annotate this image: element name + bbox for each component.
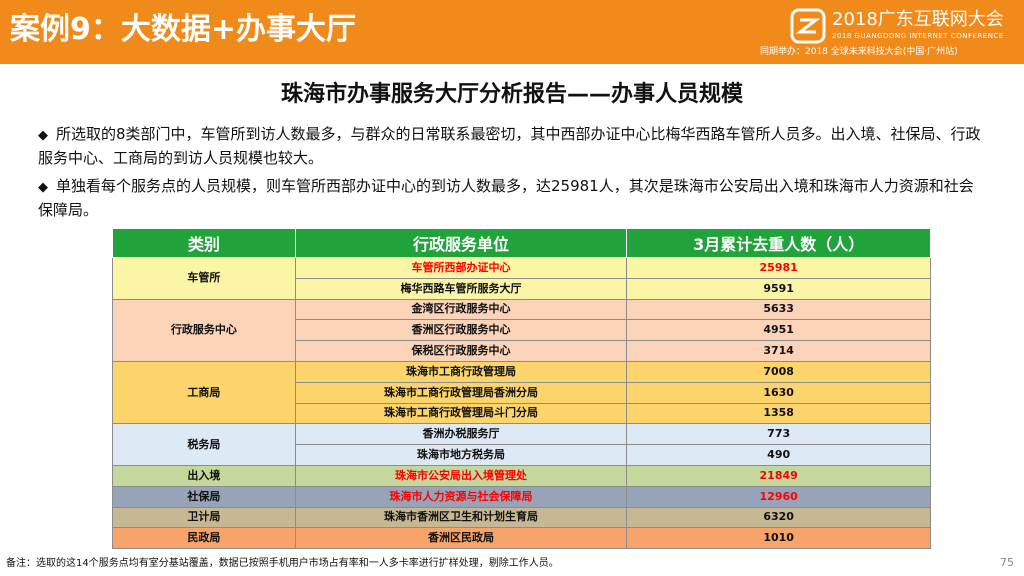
count-cell: 6320 [626, 506, 931, 529]
category-cell: 民政局 [112, 527, 296, 550]
unit-cell: 珠海市工商行政管理局香洲分局 [294, 381, 628, 404]
category-cell: 工商局 [112, 360, 296, 425]
unit-cell: 珠海市工商行政管理局斗门分局 [294, 402, 628, 425]
table-row: 卫计局 珠海市香洲区卫生和计划生育局 6320 [112, 506, 931, 529]
table-row: 税务局 香洲办税服务厅 773 [112, 423, 931, 466]
column-header-category: 类别 [112, 228, 296, 258]
count-cell: 12960 [626, 485, 931, 508]
unit-cell: 珠海市人力资源与社会保障局 [294, 485, 628, 508]
count-cell: 3714 [626, 340, 931, 362]
table-row: 珠海市工商行政管理局斗门分局 1358 [113, 402, 931, 425]
bullet-point: ◆ 单独看每个服务点的人员规模，则车管所西部办证中心的到访人数最多，达25981人… [38, 175, 988, 221]
table-row: 民政局 香洲区民政局 1010 [112, 527, 931, 550]
unit-cell: 香洲区民政局 [294, 527, 628, 550]
count-cell: 1358 [626, 402, 931, 425]
page-number: 75 [1000, 556, 1014, 569]
column-header-count: 3月累计去重人数（人） [626, 228, 931, 258]
count-cell: 9591 [626, 277, 931, 300]
count-cell: 25981 [626, 257, 931, 279]
table-row: 社保局 珠海市人力资源与社会保障局 12960 [112, 485, 931, 508]
visitor-table: 类别 行政服务单位 3月累计去重人数（人） 车管所 车管所西部办证中心 2598… [112, 228, 931, 550]
bullet-text: 所选取的8类部门中，车管所到访人数最多，与群众的日常联系最密切，其中西部办证中心… [38, 125, 981, 167]
logo-icon [790, 8, 826, 44]
count-cell: 1010 [626, 527, 931, 550]
table-row: 出入境 珠海市公安局出入境管理处 21849 [112, 464, 931, 487]
logo-text: 2018广东互联网大会 [832, 9, 1004, 30]
unit-cell: 金湾区行政服务中心 [294, 298, 628, 321]
header-bar: 案例9：大数据+办事大厅 2018广东互联网大会 2018 GUANGDONG … [0, 0, 1024, 64]
unit-cell: 梅华西路车管所服务大厅 [294, 277, 628, 300]
unit-cell: 珠海市地方税务局 [294, 444, 628, 466]
logo-colocated-event: 同期举办：2018 全球未来科技大会(中国·广州站) [760, 47, 958, 57]
bullet-text: 单独看每个服务点的人员规模，则车管所西部办证中心的到访人数最多，达25981人，… [38, 177, 974, 219]
category-cell: 车管所 [112, 257, 296, 300]
category-cell: 社保局 [112, 485, 296, 508]
column-header-unit: 行政服务单位 [294, 228, 628, 258]
count-cell: 7008 [626, 360, 931, 383]
count-cell: 490 [626, 444, 931, 466]
unit-cell: 保税区行政服务中心 [294, 340, 628, 362]
table-row: 行政服务中心 金湾区行政服务中心 5633 [112, 298, 931, 362]
bullet-point: ◆ 所选取的8类部门中，车管所到访人数最多，与群众的日常联系最密切，其中西部办证中… [38, 123, 988, 169]
conference-logo: 2018广东互联网大会 2018 GUANGDONG INTERNET CONF… [760, 6, 1020, 62]
diamond-bullet-icon: ◆ [38, 180, 48, 195]
count-cell: 5633 [626, 298, 931, 321]
category-cell: 出入境 [112, 464, 296, 487]
count-cell: 21849 [626, 464, 931, 487]
unit-cell: 香洲办税服务厅 [294, 423, 628, 446]
report-title: 珠海市办事服务大厅分析报告——办事人员规模 [280, 82, 743, 107]
unit-cell: 珠海市香洲区卫生和计划生育局 [294, 506, 628, 529]
table-header-row: 类别 行政服务单位 3月累计去重人数（人） [112, 228, 931, 258]
unit-cell: 珠海市公安局出入境管理处 [294, 464, 628, 487]
table-row: 珠海市地方税务局 490 [113, 444, 931, 466]
unit-cell: 车管所西部办证中心 [294, 257, 628, 279]
table-row: 工商局 珠海市工商行政管理局 7008 [112, 360, 931, 425]
diamond-bullet-icon: ◆ [38, 128, 48, 143]
footnote: 备注：选取的这14个服务点均有室分基站覆盖，数据已按照手机用户市场占有率和一人多… [6, 558, 559, 569]
table-row: 珠海市工商行政管理局香洲分局 1630 [113, 381, 931, 404]
category-cell: 税务局 [112, 423, 296, 466]
count-cell: 4951 [626, 319, 931, 342]
category-cell: 行政服务中心 [112, 298, 296, 362]
category-cell: 卫计局 [112, 506, 296, 529]
unit-cell: 珠海市工商行政管理局 [294, 360, 628, 383]
count-cell: 773 [626, 423, 931, 446]
count-cell: 1630 [626, 381, 931, 404]
table-row: 保税区行政服务中心 3714 [113, 340, 931, 362]
table-row: 车管所 车管所西部办证中心 25981 [112, 257, 931, 300]
unit-cell: 香洲区行政服务中心 [294, 319, 628, 342]
logo-subtitle: 2018 GUANGDONG INTERNET CONFERENCE [832, 32, 1004, 40]
slide-title: 案例9：大数据+办事大厅 [10, 12, 357, 47]
